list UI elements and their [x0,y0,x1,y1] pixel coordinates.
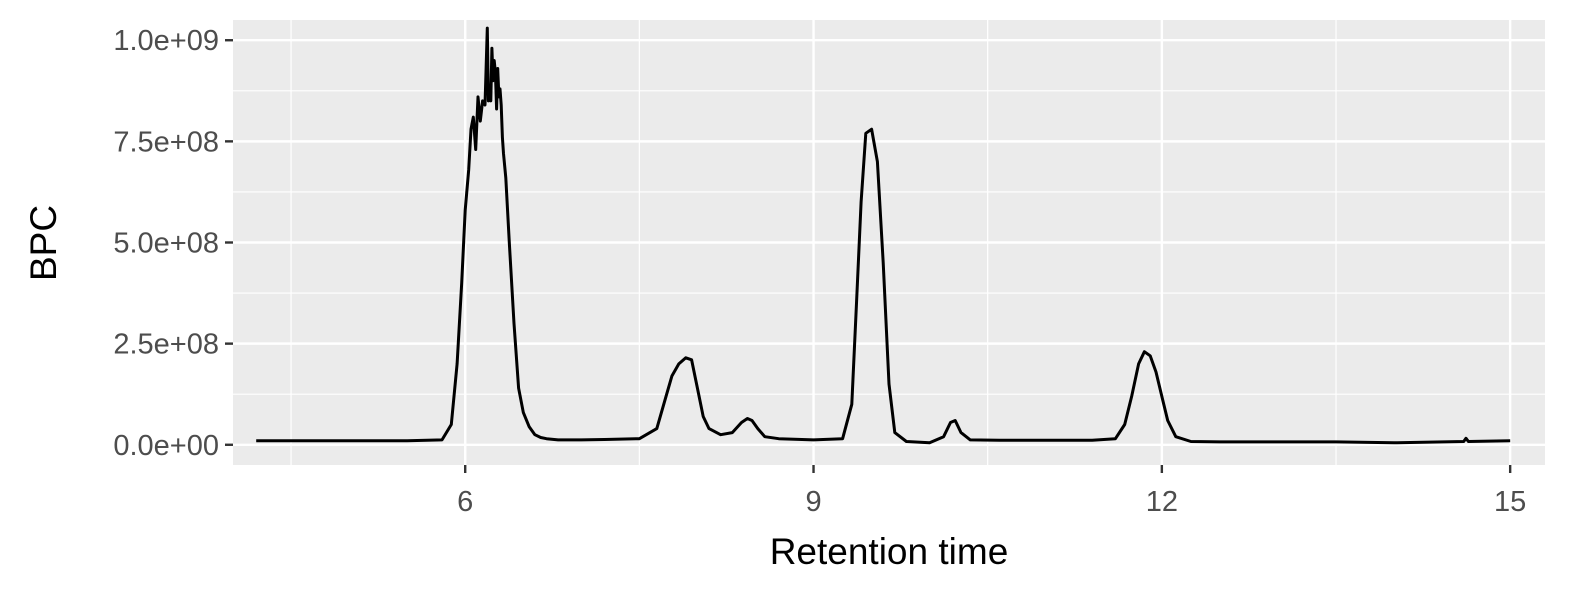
x-axis-title: Retention time [770,531,1009,572]
x-tick-label: 12 [1146,486,1178,518]
x-axis-tick-labels: 6 9 12 15 [457,486,1526,518]
y-tick-label: 0.0e+00 [113,430,219,462]
axis-ticks [225,39,1512,473]
y-tick-label: 7.5e+08 [113,126,219,158]
bpc-series-line [256,26,1511,445]
y-tick-label: 5.0e+08 [113,228,219,260]
x-tick-label: 9 [805,486,821,518]
y-axis-tick-labels: 0.0e+00 2.5e+08 5.0e+08 7.5e+08 1.0e+09 [113,25,219,462]
y-axis-title: BPC [23,205,64,281]
y-tick-label: 2.5e+08 [113,329,219,361]
y-tick-label: 1.0e+09 [113,25,219,57]
x-tick-label: 6 [457,486,473,518]
x-tick-label: 15 [1494,486,1526,518]
